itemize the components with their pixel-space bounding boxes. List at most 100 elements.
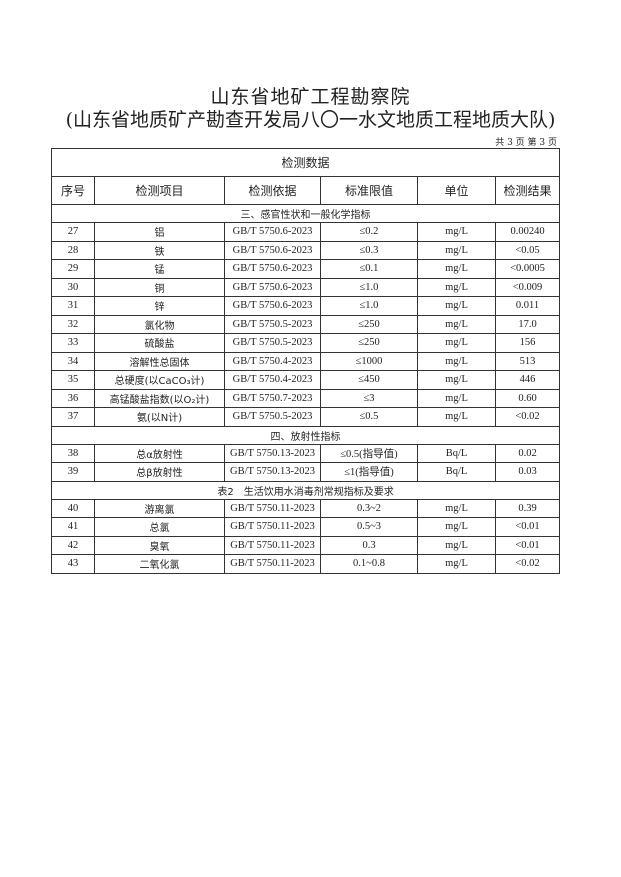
method: GB/T 5750.7-2023 [224,388,321,408]
org-title: 山东省地矿工程勘察院 [210,86,411,108]
row-number: 41 [51,517,95,537]
limit: ≤0.1 [320,259,418,279]
org-subtitle: (山东省地质矿产勘查开发局八〇一水文地质工程地质大队) [65,109,556,131]
limit: 0.3 [320,535,418,555]
item-name: 氨(以N计) [94,407,225,427]
item-name: 总氯 [94,517,225,537]
section-row: 四、放射性指标 [50,425,561,445]
limit: 0.1~0.8 [320,554,418,574]
result: 0.39 [494,498,561,518]
result: <0.01 [494,517,561,537]
method: GB/T 5750.4-2023 [224,351,321,371]
limit: 0.5~3 [320,517,418,537]
item-name: 总硬度(以CaCO₃计) [94,370,225,390]
table-row: 41 总氯 GB/T 5750.11-2023 0.5~3 mg/L <0.01 [51,517,561,537]
table-row: 35 总硬度(以CaCO₃计) GB/T 5750.4-2023 ≤450 mg/L 44… [51,370,561,390]
item-name: 硫酸盐 [94,333,225,353]
header-cell: 单位 [417,176,496,205]
limit: ≤0.3 [320,240,418,260]
method: GB/T 5750.5-2023 [224,333,321,353]
unit: mg/L [417,498,496,518]
item-name: 锰 [94,259,225,279]
limit: ≤1.0 [320,277,418,297]
row-number: 38 [51,443,95,463]
row-number: 34 [51,351,95,371]
method: GB/T 5750.13-2023 [224,462,321,482]
table-row: 42 臭氧 GB/T 5750.11-2023 0.3 mg/L <0.01 [51,535,561,555]
unit: mg/L [417,296,496,316]
header-row: 序号 检测项目 检测依据 标准限值 单位 检测结果 [51,176,561,205]
unit: mg/L [417,259,496,279]
item-name: 铝 [94,222,225,242]
limit: ≤1000 [320,351,418,371]
table-row: 32 氯化物 GB/T 5750.5-2023 ≤250 mg/L 17.0 [51,314,561,334]
table-row: 43 二氧化氯 GB/T 5750.11-2023 0.1~0.8 mg/L <0.02 [51,554,561,574]
method: GB/T 5750.5-2023 [224,314,321,334]
result: 17.0 [494,314,561,334]
unit: mg/L [417,314,496,334]
row-number: 40 [51,498,95,518]
table-row: 31 锌 GB/T 5750.6-2023 ≤1.0 mg/L 0.011 [51,296,561,316]
item-name: 游离氯 [94,498,225,518]
result: 0.60 [494,388,561,408]
method: GB/T 5750.11-2023 [224,535,321,555]
result: 0.00240 [494,222,561,242]
unit: Bq/L [417,443,496,463]
table-row: 37 氨(以N计) GB/T 5750.5-2023 ≤0.5 mg/L <0.02 [51,407,561,427]
row-number: 36 [51,388,95,408]
header-cell: 检测项目 [94,176,225,205]
row-number: 35 [51,370,95,390]
item-name: 二氧化氯 [94,554,225,574]
item-name: 氯化物 [94,314,225,334]
unit: mg/L [417,240,496,260]
method: GB/T 5750.6-2023 [224,259,321,279]
row-number: 37 [51,407,95,427]
table-row: 39 总β放射性 GB/T 5750.13-2023 ≤1(指导值) Bq/L 0.03 [51,462,561,482]
method: GB/T 5750.11-2023 [224,498,321,518]
table-row: 36 高锰酸盐指数(以O₂计) GB/T 5750.7-2023 ≤3 mg/L 0.60 [51,388,561,408]
method: GB/T 5750.6-2023 [224,277,321,297]
row-number: 30 [51,277,95,297]
table-row: 29 锰 GB/T 5750.6-2023 ≤0.1 mg/L <0.0005 [51,259,561,279]
header-cell: 检测依据 [224,176,321,205]
result: <0.01 [494,535,561,555]
row-number: 28 [51,240,95,260]
unit: mg/L [417,222,496,242]
result: <0.02 [494,554,561,574]
item-name: 锌 [94,296,225,316]
limit: ≤0.2 [320,222,418,242]
header-cell: 标准限值 [320,176,418,205]
row-number: 33 [51,333,95,353]
limit: ≤1(指导值) [320,462,418,482]
item-name: 铜 [94,277,225,297]
result: 446 [494,370,561,390]
result: <0.0005 [494,259,561,279]
method: GB/T 5750.6-2023 [224,222,321,242]
unit: mg/L [417,407,496,427]
unit: mg/L [417,554,496,574]
result: 0.03 [494,462,561,482]
method: GB/T 5750.4-2023 [224,370,321,390]
results-table: 检测数据 序号 检测项目 检测依据 标准限值 单位 检测结果 三、感官性状和一般… [50,148,561,574]
unit: mg/L [417,535,496,555]
method: GB/T 5750.11-2023 [224,554,321,574]
table-title: 检测数据 [50,148,561,177]
limit: ≤250 [320,333,418,353]
section-row: 三、感官性状和一般化学指标 [50,204,561,223]
table-row: 34 溶解性总固体 GB/T 5750.4-2023 ≤1000 mg/L 513 [51,351,561,371]
limit: ≤0.5 [320,407,418,427]
limit: ≤450 [320,370,418,390]
unit: mg/L [417,277,496,297]
row-number: 29 [51,259,95,279]
method: GB/T 5750.11-2023 [224,517,321,537]
header-cell: 序号 [51,176,95,205]
row-number: 27 [51,222,95,242]
result: 0.02 [494,443,561,463]
limit: 0.3~2 [320,498,418,518]
result: <0.02 [494,407,561,427]
row-number: 43 [51,554,95,574]
table-row: 30 铜 GB/T 5750.6-2023 ≤1.0 mg/L <0.009 [51,277,561,297]
page-info: 共 3 页 第 3 页 [495,138,557,148]
table-row: 28 铁 GB/T 5750.6-2023 ≤0.3 mg/L <0.05 [51,240,561,260]
unit: mg/L [417,370,496,390]
